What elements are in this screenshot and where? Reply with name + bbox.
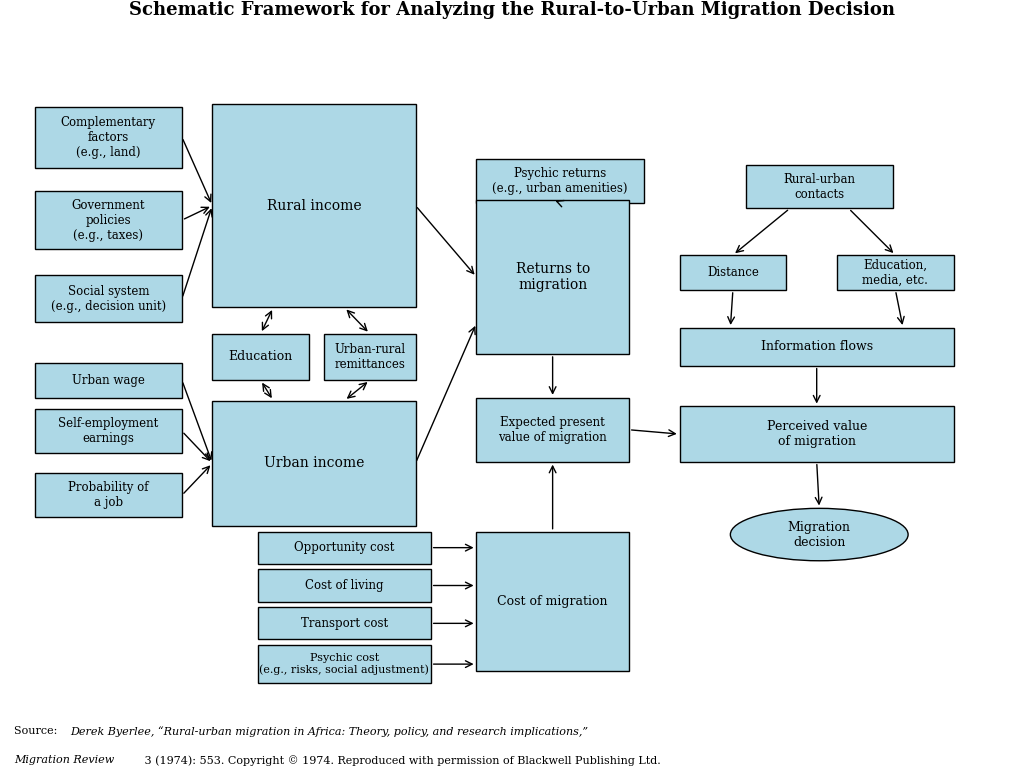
FancyBboxPatch shape: [680, 328, 953, 366]
Ellipse shape: [730, 508, 908, 561]
Text: Self-employment
earnings: Self-employment earnings: [58, 417, 159, 445]
FancyBboxPatch shape: [837, 255, 953, 290]
FancyBboxPatch shape: [258, 607, 431, 640]
Text: Cost of living: Cost of living: [305, 579, 384, 592]
FancyBboxPatch shape: [258, 570, 431, 601]
Text: Perceived value
of migration: Perceived value of migration: [767, 420, 867, 448]
FancyBboxPatch shape: [35, 276, 182, 322]
FancyBboxPatch shape: [35, 473, 182, 517]
Text: Derek Byerlee, “Rural-urban migration in Africa: Theory, policy, and research im: Derek Byerlee, “Rural-urban migration in…: [71, 727, 592, 737]
Text: Cost of migration: Cost of migration: [498, 595, 608, 608]
Text: Expected present
value of migration: Expected present value of migration: [499, 415, 607, 444]
Text: Schematic Framework for Analyzing the Rural-to-Urban Migration Decision: Schematic Framework for Analyzing the Ru…: [129, 1, 895, 19]
Text: Psychic returns
(e.g., urban amenities): Psychic returns (e.g., urban amenities): [493, 167, 628, 195]
FancyBboxPatch shape: [325, 333, 416, 380]
Text: Urban income: Urban income: [264, 456, 365, 470]
Text: Education,
media, etc.: Education, media, etc.: [862, 259, 929, 286]
FancyBboxPatch shape: [35, 362, 182, 398]
FancyBboxPatch shape: [35, 191, 182, 250]
Text: Education: Education: [228, 350, 293, 363]
FancyBboxPatch shape: [258, 645, 431, 683]
FancyBboxPatch shape: [258, 531, 431, 564]
FancyBboxPatch shape: [745, 165, 893, 208]
FancyBboxPatch shape: [212, 401, 416, 526]
FancyBboxPatch shape: [476, 531, 629, 671]
FancyBboxPatch shape: [35, 409, 182, 453]
Text: Urban wage: Urban wage: [72, 374, 144, 387]
Text: Information flows: Information flows: [761, 340, 872, 353]
Text: Government
policies
(e.g., taxes): Government policies (e.g., taxes): [72, 199, 145, 242]
FancyBboxPatch shape: [35, 107, 182, 167]
Text: Transport cost: Transport cost: [301, 617, 388, 630]
FancyBboxPatch shape: [680, 255, 786, 290]
FancyBboxPatch shape: [476, 200, 629, 354]
FancyBboxPatch shape: [476, 398, 629, 462]
Text: Social system
(e.g., decision unit): Social system (e.g., decision unit): [51, 285, 166, 313]
FancyBboxPatch shape: [212, 333, 309, 380]
FancyBboxPatch shape: [476, 159, 644, 203]
Text: Migration Review: Migration Review: [14, 755, 115, 765]
Text: Returns to
migration: Returns to migration: [515, 262, 590, 292]
FancyBboxPatch shape: [212, 104, 416, 307]
Text: 3 (1974): 553. Copyright © 1974. Reproduced with permission of Blackwell Publish: 3 (1974): 553. Copyright © 1974. Reprodu…: [141, 755, 662, 766]
Text: Rural income: Rural income: [266, 199, 361, 213]
Text: Distance: Distance: [707, 266, 759, 279]
Text: Urban-rural
remittances: Urban-rural remittances: [334, 343, 406, 371]
Text: Migration
decision: Migration decision: [787, 521, 851, 548]
Text: Opportunity cost: Opportunity cost: [294, 541, 394, 554]
Text: Complementary
factors
(e.g., land): Complementary factors (e.g., land): [60, 116, 156, 159]
Text: Probability of
a job: Probability of a job: [68, 482, 148, 509]
Text: Psychic cost
(e.g., risks, social adjustment): Psychic cost (e.g., risks, social adjust…: [259, 653, 429, 675]
Text: Source:: Source:: [14, 727, 61, 737]
FancyBboxPatch shape: [680, 406, 953, 462]
Text: Rural-urban
contacts: Rural-urban contacts: [783, 173, 855, 200]
